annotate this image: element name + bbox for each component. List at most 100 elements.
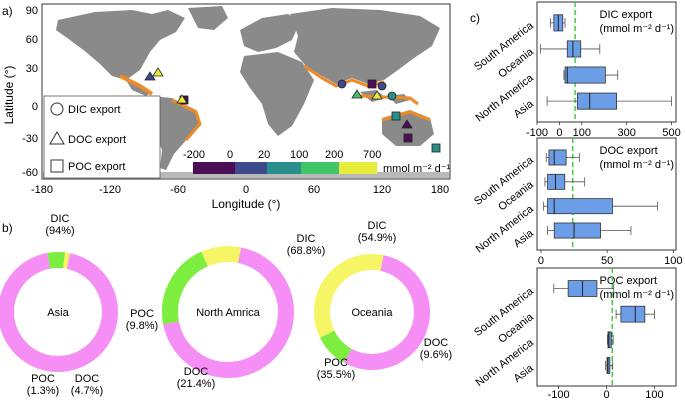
donut-label-doc-line: (9.6%) (420, 349, 452, 361)
donut-label-dic-line: DIC (297, 233, 316, 245)
colorbar-tick-4: 200 (325, 149, 343, 161)
marker-doc-central-america (152, 67, 164, 77)
box (564, 66, 606, 84)
map-x-tick: -180 (31, 184, 53, 196)
donut-1: North Amrica DIC (68.8%) DOC (21.4%) POC (9.8%… (126, 233, 325, 390)
station-markers (144, 67, 441, 153)
box (553, 222, 601, 239)
colorbar-tick-1: 0 (227, 149, 233, 161)
boxplot-subtitle: (mmol m⁻² d⁻¹) (600, 289, 675, 301)
boxplot-1: DOC export(mmol m⁻² d⁻¹)South AmericaOce… (472, 137, 683, 267)
donut-label-doc-line: (21.4%) (177, 378, 216, 390)
colorbar-segment-1 (193, 162, 235, 174)
map-x-tick: -60 (170, 184, 186, 196)
box (566, 40, 582, 58)
land-greenland (188, 6, 228, 30)
x-tick-label: 0 (538, 255, 544, 267)
coast-central-america (119, 74, 154, 96)
colorbar-tick-2: 20 (258, 149, 270, 161)
donut-0: Asia DIC (94%) DOC (4.7%) POC (1.3%) (0, 213, 118, 397)
donut-slice-doc (320, 330, 352, 363)
donut-label-dic: DIC (94%) (45, 213, 74, 237)
colorbar-tick-0: -200 (183, 149, 205, 161)
donut-label-poc-line: (1.3%) (27, 385, 59, 397)
map-ylabel: Latitude (°) (2, 66, 16, 125)
donut-label-doc: DOC (21.4%) (177, 366, 216, 390)
map-x-ticks: -180 -120 -60 0 60 120 180 (31, 184, 449, 196)
donut-label-doc-line: DOC (75, 373, 100, 385)
map-x-tick: -120 (99, 184, 121, 196)
colorbar-tick-3: 100 (290, 149, 308, 161)
marker-dic-china (377, 81, 387, 91)
legend-label-poc: POC export (68, 161, 125, 173)
marker-legend: DIC export DOC export POC export (43, 95, 161, 179)
legend-label-dic: DIC export (68, 104, 121, 116)
map-y-tick: 90 (26, 5, 38, 17)
box (620, 305, 646, 323)
x-tick-label: 50 (601, 255, 613, 267)
land-asia (290, 8, 440, 84)
land-maritime-asia (360, 90, 410, 104)
donut-label-doc-line: (4.7%) (71, 385, 103, 397)
marker-dic-philippines (387, 91, 397, 101)
boxplot-title: DIC export (600, 9, 653, 21)
map-y-tick: -60 (22, 167, 38, 179)
category-label: Asia (512, 97, 537, 120)
marker-doc-bengal (351, 89, 363, 99)
donut-label-dic-line: DIC (368, 220, 387, 232)
box (576, 92, 617, 110)
boxplot-0: DIC export(mmol m⁻² d⁻¹)South AmericaOce… (472, 1, 681, 139)
box (547, 173, 566, 190)
donut-label-dic: DIC (54.9%) (358, 220, 397, 244)
x-tick-label: 100 (664, 255, 682, 267)
donut-label-dic-line: (54.9%) (358, 232, 397, 244)
panel-label-b: b) (2, 221, 13, 235)
x-tick-label: 0 (556, 127, 562, 139)
land-north-america (56, 10, 185, 80)
donut-label-poc-line: POC (324, 357, 348, 369)
donut-label-dic-line: DIC (51, 213, 70, 225)
box-plots: DIC export(mmol m⁻² d⁻¹)South AmericaOce… (472, 1, 683, 401)
donut-slice-dic (343, 255, 430, 370)
x-tick-label: -100 (548, 389, 570, 401)
legend-label-doc: DOC export (68, 134, 126, 146)
triangle-icon (49, 131, 65, 145)
box (547, 198, 613, 215)
donut-slice-doc (47, 252, 66, 269)
boxplot-2: POC export(mmol m⁻² d⁻¹)South AmericaOce… (472, 267, 677, 401)
donut-label-dic: DIC (68.8%) (287, 233, 326, 257)
donut-label-doc-line: DOC (424, 337, 449, 349)
map-y-tick: 30 (26, 63, 38, 75)
marker-poc-nz (431, 143, 441, 153)
map-xlabel: Longitude (°) (212, 197, 281, 211)
x-tick-label: -100 (526, 127, 548, 139)
x-tick-label: 100 (573, 127, 591, 139)
donut-slice-dic (0, 252, 118, 372)
x-tick-label: 100 (645, 389, 663, 401)
donut-slice-poc (314, 254, 384, 338)
map-x-tick: 60 (308, 184, 320, 196)
donut-slice-poc (201, 246, 242, 267)
box (607, 331, 612, 349)
colorbar-unit: mmol m⁻² d⁻¹ (383, 163, 451, 175)
panel-label-a: a) (2, 4, 13, 18)
donut-title: Asia (47, 307, 69, 319)
marker-poc-indonesia (391, 111, 401, 121)
land-europe (240, 14, 300, 52)
land-africa (240, 52, 314, 136)
donut-label-poc: POC (1.3%) (27, 373, 59, 397)
marker-doc-vietnam (371, 90, 383, 100)
donut-label-poc-line: (35.5%) (317, 369, 356, 381)
boxplot-subtitle: (mmol m⁻² d⁻¹) (600, 23, 675, 35)
category-label: Asia (512, 362, 537, 385)
donut-label-poc-line: POC (130, 308, 154, 320)
donut-2: Oceania DIC (54.9%) DOC (9.6%) POC (35.5%) (314, 220, 452, 381)
marker-dic-india (337, 79, 347, 89)
donut-label-doc: DOC (4.7%) (71, 373, 103, 397)
donut-label-dic-line: (94%) (45, 225, 74, 237)
map-x-tick: 120 (373, 184, 391, 196)
box (548, 149, 567, 166)
colorbar-tick-5: 700 (363, 149, 381, 161)
donut-label-poc: POC (9.8%) (126, 308, 158, 332)
